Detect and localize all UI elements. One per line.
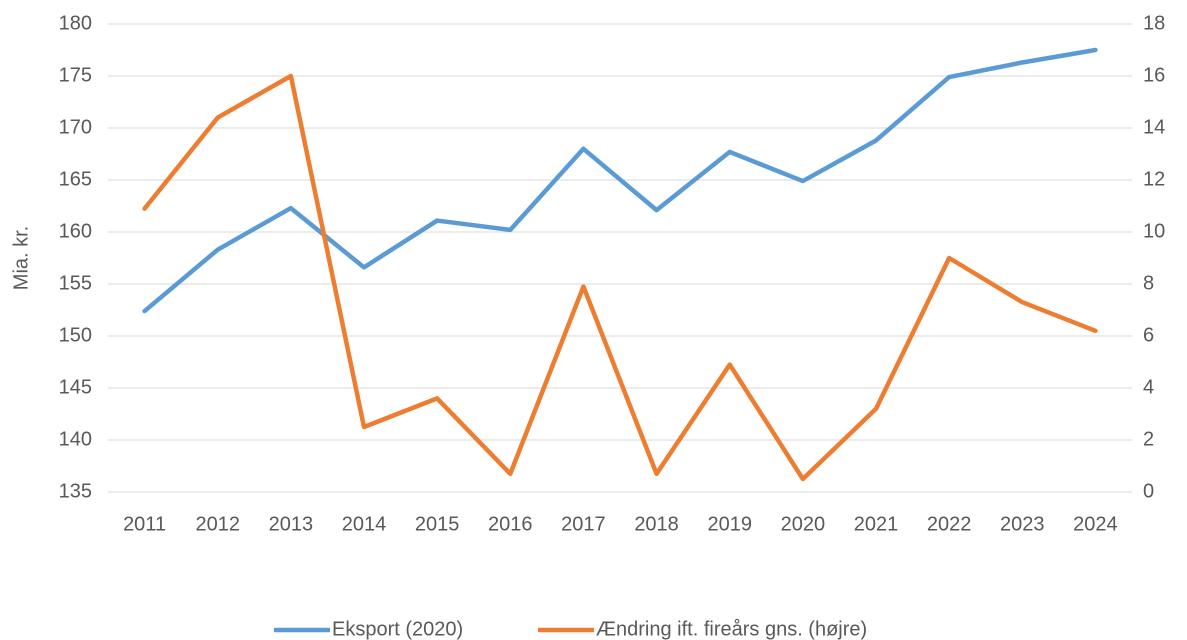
y-tick-label: 150 [59,324,92,346]
series-line [142,47,1098,314]
x-tick-label: 2014 [342,513,387,535]
x-tick-label: 2023 [1000,513,1045,535]
legend-label: Eksport (2020) [332,618,463,640]
x-tick-label: 2015 [415,513,460,535]
y-tick-label: 175 [59,64,92,86]
x-tick-label: 2017 [561,513,606,535]
y-tick-label: 135 [59,480,92,502]
legend-label: Ændring ift. fireårs gns. (højre) [596,618,867,640]
y-tick-label: 170 [59,116,92,138]
x-tick-label: 2013 [269,513,314,535]
x-tick-label: 2020 [781,513,826,535]
y-tick-label: 180 [59,12,92,34]
y2-tick-label: 10 [1143,220,1165,242]
y2-tick-label: 18 [1143,12,1165,34]
x-tick-label: 2016 [488,513,533,535]
y-tick-label: 145 [59,376,92,398]
series-line [142,73,1098,482]
x-tick-label: 2024 [1073,513,1118,535]
y2-tick-label: 6 [1143,324,1154,346]
y-tick-label: 160 [59,220,92,242]
y2-tick-label: 4 [1143,376,1154,398]
y2-tick-label: 2 [1143,428,1154,450]
x-tick-label: 2019 [707,513,752,535]
y-tick-label: 165 [59,168,92,190]
y2-tick-label: 16 [1143,64,1165,86]
x-tick-label: 2018 [634,513,679,535]
x-tick-label: 2022 [927,513,972,535]
y2-tick-label: 8 [1143,272,1154,294]
y-tick-label: 140 [59,428,92,450]
x-tick-label: 2021 [854,513,899,535]
y2-tick-label: 0 [1143,480,1154,502]
y2-tick-label: 12 [1143,168,1165,190]
x-tick-label: 2012 [195,513,240,535]
y-tick-label: 155 [59,272,92,294]
y-axis-label: Mia. kr. [10,226,32,290]
y2-tick-label: 14 [1143,116,1165,138]
x-tick-label: 2011 [123,513,166,535]
